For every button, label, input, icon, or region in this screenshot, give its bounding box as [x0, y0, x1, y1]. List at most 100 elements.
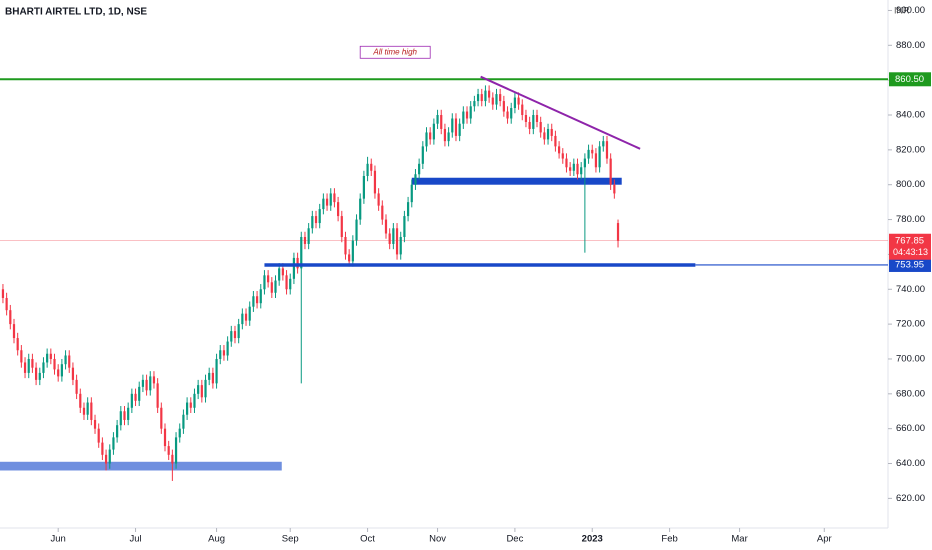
- candle-body: [565, 158, 568, 168]
- candle-body: [193, 393, 196, 408]
- candle-body: [112, 437, 115, 450]
- x-tick-label: Apr: [817, 534, 832, 545]
- y-tick-label: 720.00: [896, 319, 925, 330]
- candle-body: [9, 310, 12, 325]
- candle-body: [219, 350, 222, 359]
- candle-body: [303, 236, 307, 244]
- candle-body: [57, 369, 60, 377]
- candle-body: [521, 104, 524, 116]
- candle-body: [499, 94, 502, 102]
- candle-body: [101, 442, 104, 455]
- x-tick-label: Oct: [360, 534, 375, 545]
- candle-body: [447, 132, 450, 142]
- candle-body: [351, 240, 354, 262]
- candle-body: [60, 364, 63, 377]
- y-tick-label: 640.00: [896, 458, 925, 469]
- candle-body: [82, 407, 86, 415]
- candle-body: [31, 358, 34, 368]
- candle-body: [93, 419, 97, 429]
- candle-body: [598, 146, 601, 168]
- x-tick-label: Mar: [731, 534, 747, 545]
- candle-body: [392, 228, 395, 244]
- candle-body: [325, 198, 329, 206]
- candle-body: [156, 383, 159, 408]
- y-tick-label: 820.00: [896, 144, 925, 155]
- candle-body: [255, 296, 259, 304]
- candle-body: [462, 111, 465, 124]
- candle-body: [348, 254, 351, 262]
- candle-body: [75, 379, 78, 394]
- candle-body: [79, 393, 82, 408]
- y-tick-label: 620.00: [896, 493, 925, 504]
- candle-body: [425, 132, 428, 147]
- candle-body: [134, 393, 137, 401]
- candle-body: [185, 402, 189, 415]
- candle-body: [200, 385, 203, 398]
- candle-body: [373, 170, 377, 194]
- candle-body: [532, 115, 535, 129]
- level-label: 860.50: [895, 74, 924, 85]
- candle-body: [127, 407, 130, 420]
- y-tick-label: 660.00: [896, 423, 925, 434]
- candle-body: [189, 402, 192, 408]
- zone: [411, 177, 622, 185]
- candle-body: [23, 362, 27, 373]
- candle-body: [108, 449, 111, 464]
- candle-body: [174, 437, 178, 464]
- candle-body: [429, 132, 432, 140]
- x-tick-label: 2023: [582, 534, 603, 545]
- candle-body: [432, 123, 435, 140]
- candle-body: [480, 94, 483, 102]
- y-tick-label: 700.00: [896, 353, 925, 364]
- candle-body: [362, 176, 365, 199]
- current-price-label: 767.85: [895, 235, 924, 246]
- candle-body: [605, 141, 609, 159]
- candle-body: [226, 341, 229, 356]
- candle-body: [49, 353, 52, 359]
- y-tick-label: 880.00: [896, 40, 925, 51]
- candle-body: [215, 358, 218, 384]
- candle-body: [488, 90, 491, 98]
- level-label: 753.95: [895, 259, 924, 270]
- candle-body: [454, 118, 458, 136]
- candle-body: [602, 141, 605, 147]
- candle-body: [38, 372, 41, 380]
- candle-body: [311, 216, 314, 229]
- candle-body: [440, 115, 443, 129]
- candle-body: [211, 372, 214, 384]
- candle-body: [289, 278, 292, 290]
- candle-body: [145, 379, 148, 391]
- candle-body: [322, 198, 325, 210]
- y-tick-label: 840.00: [896, 110, 925, 121]
- candle-body: [572, 163, 575, 171]
- annotation-text: All time high: [372, 47, 417, 56]
- y-tick-label: 780.00: [896, 214, 925, 225]
- candle-body: [259, 289, 262, 304]
- x-tick-label: Feb: [661, 534, 677, 545]
- x-tick-label: Nov: [429, 534, 446, 545]
- candle-body: [12, 324, 16, 339]
- candle-body: [64, 355, 67, 365]
- candle-body: [292, 257, 296, 279]
- candle-body: [314, 216, 318, 224]
- candle-body: [476, 94, 480, 102]
- trendline: [480, 75, 641, 150]
- candle-body: [68, 355, 71, 368]
- candle-body: [285, 275, 288, 290]
- countdown: 04:43:13: [893, 247, 928, 257]
- candle-body: [123, 411, 126, 420]
- x-tick-label: Aug: [208, 534, 225, 545]
- candle-body: [86, 402, 89, 415]
- candle-body: [510, 108, 513, 119]
- candle-body: [149, 376, 152, 391]
- candle-body: [27, 358, 30, 373]
- candle-body: [252, 296, 255, 307]
- candle-body: [97, 428, 100, 443]
- candle-body: [130, 393, 133, 408]
- zone: [0, 461, 282, 471]
- candle-body: [90, 402, 93, 420]
- current-price-box: [889, 233, 931, 260]
- candle-body: [436, 115, 439, 124]
- candle-body: [613, 184, 616, 194]
